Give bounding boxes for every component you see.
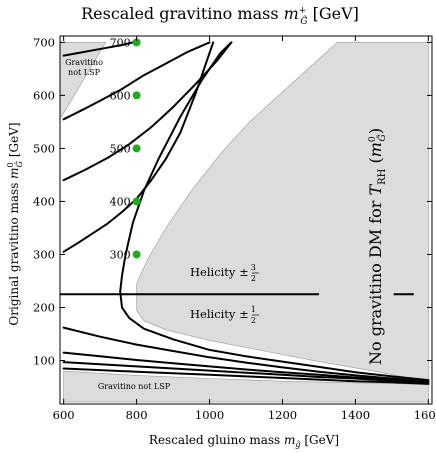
series-line-6 [62, 326, 430, 383]
y-tick-label-200: 200 [33, 300, 55, 314]
y-axis-label: Original gravitino mass m0G̃ [GeV] [6, 122, 24, 325]
contour-label-300: 300 [110, 248, 131, 261]
series-layer [60, 41, 430, 385]
contour-dot-400 [132, 197, 141, 206]
y-tick-label-700: 700 [33, 35, 55, 49]
series-line-3 [62, 41, 211, 121]
series-line-5 [119, 41, 430, 382]
contour-label-500: 500 [110, 142, 131, 155]
helicity-minus-label: Helicity ±1 2 [190, 305, 256, 325]
y-tick-label-100: 100 [33, 354, 55, 368]
contour-dot-500 [132, 144, 141, 153]
contour-label-600: 600 [110, 89, 131, 102]
region-top-left [59, 42, 107, 121]
x-tick-label-1400: 1400 [341, 408, 370, 422]
shaded-regions [59, 42, 429, 403]
region-bottom [63, 370, 429, 403]
chart-title: Rescaled gravitino mass m+ G̃ [GeV] [81, 4, 359, 27]
ticks-layer: 600 800 1000 1200 1400 1600 100 200 300 400 500 600… [33, 35, 436, 422]
y-tick-label-300: 300 [33, 247, 55, 261]
top-left-region-label: Gravitino [65, 58, 103, 67]
x-axis-label: Rescaled gluino mass mg̃ [GeV] [149, 433, 339, 449]
contour-dots-layer: 300 400 500 600 700 [110, 36, 141, 261]
x-tick-label-600: 600 [53, 408, 75, 422]
x-tick-label-800: 800 [126, 408, 148, 422]
top-left-region-label-2: not LSP [68, 68, 101, 77]
plot-frame [59, 35, 433, 405]
x-tick-label-1000: 1000 [195, 408, 224, 422]
y-tick-label-600: 600 [33, 88, 55, 102]
helicity-plus-label: Helicity ±3 2 [190, 263, 256, 283]
bottom-region-label: Gravitino not LSP [98, 382, 171, 391]
series-line-8 [62, 361, 430, 384]
contour-dot-300 [132, 250, 141, 259]
contour-label-700: 700 [110, 36, 131, 49]
y-tick-label-500: 500 [33, 141, 55, 155]
no-dm-label: No gravitino DM for TRH (m0G̃) [366, 128, 388, 365]
contour-label-400: 400 [110, 195, 131, 208]
series-line-9 [62, 367, 430, 385]
series-line-4 [62, 41, 134, 57]
y-tick-label-400: 400 [33, 194, 55, 208]
series-line-7 [62, 351, 430, 383]
x-tick-label-1200: 1200 [268, 408, 297, 422]
contour-dot-600 [132, 91, 141, 100]
contour-dot-700 [132, 38, 141, 47]
x-tick-label-1600: 1600 [414, 408, 436, 422]
